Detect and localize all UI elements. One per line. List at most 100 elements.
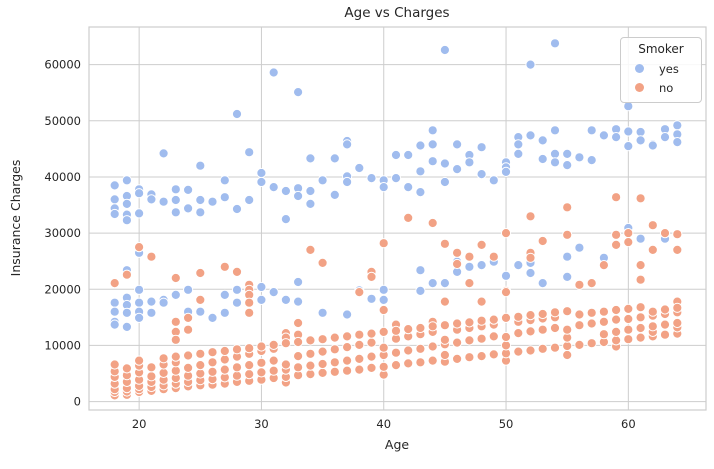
data-point [170,289,181,300]
data-point [268,182,279,193]
data-point [525,345,536,356]
data-point [427,321,438,332]
data-point [170,351,181,362]
data-point [415,357,426,368]
data-point [562,349,573,361]
data-point [537,235,548,247]
data-point [574,152,585,163]
data-point [659,228,671,239]
data-point [158,297,169,308]
data-point [244,194,255,206]
data-point [109,194,120,205]
data-point [354,162,365,174]
data-point [500,228,512,239]
data-point [598,306,610,317]
data-point [378,361,389,372]
data-point [415,166,426,177]
data-point [439,349,450,361]
data-point [476,315,487,326]
data-point [195,207,206,218]
data-point [231,370,243,381]
data-point [354,287,365,298]
data-point [305,198,316,209]
data-point [415,343,426,354]
data-point [146,251,157,262]
data-point [329,153,340,164]
data-point [256,341,267,352]
data-point [525,310,536,321]
data-point [586,125,597,136]
data-point [109,319,120,330]
data-point [329,366,340,377]
data-point [109,297,120,308]
data-point [317,346,328,357]
data-point [134,312,145,323]
data-point [354,339,365,350]
data-point [452,139,463,150]
y-tick-label: 10000 [44,338,81,352]
data-point [317,175,328,186]
data-point [562,251,573,262]
data-point [439,296,450,307]
data-point [317,358,328,370]
y-tick-label: 40000 [44,170,81,184]
data-point [562,202,573,213]
data-point [562,324,573,335]
data-point [586,155,597,166]
data-point [134,208,145,219]
data-point [635,126,646,138]
data-point [647,140,658,151]
data-point [121,198,133,209]
data-point [464,335,475,346]
data-point [623,334,634,345]
data-point [488,251,499,262]
data-point [586,318,597,329]
data-point [623,228,634,239]
legend-entry-label: no [659,80,674,95]
data-point [378,326,389,337]
data-point [635,312,646,323]
data-point [672,137,683,148]
data-point [256,357,267,368]
data-point [513,328,524,339]
data-point [403,149,414,161]
data-point [672,244,683,255]
data-point [170,272,181,284]
data-point [195,348,206,359]
data-point [598,260,610,271]
x-tick-label: 30 [254,417,269,431]
data-point [305,244,316,255]
data-point [611,304,622,316]
data-point [121,307,133,318]
data-point [366,173,377,184]
data-point [623,126,634,137]
data-point [574,242,585,253]
data-point [170,365,181,376]
data-point [366,293,377,304]
series-yes [109,38,683,332]
data-point [635,135,646,146]
chart-title: Age vs Charges [344,5,449,21]
data-point [403,324,414,335]
data-point [513,346,524,357]
data-point [280,359,291,370]
data-point [415,187,426,198]
data-point [488,314,499,325]
data-point [537,324,548,335]
data-point [183,203,194,214]
data-point [231,203,243,215]
data-point [158,148,169,159]
data-point [219,307,230,318]
data-point [342,365,353,376]
data-point [500,270,512,281]
data-point [317,307,328,318]
data-point [183,362,194,373]
data-point [244,360,255,371]
y-tick-label: 60000 [44,58,81,72]
data-point [183,350,194,361]
data-point [672,120,683,131]
data-point [378,182,389,193]
data-point [476,296,487,307]
data-point [500,312,512,323]
